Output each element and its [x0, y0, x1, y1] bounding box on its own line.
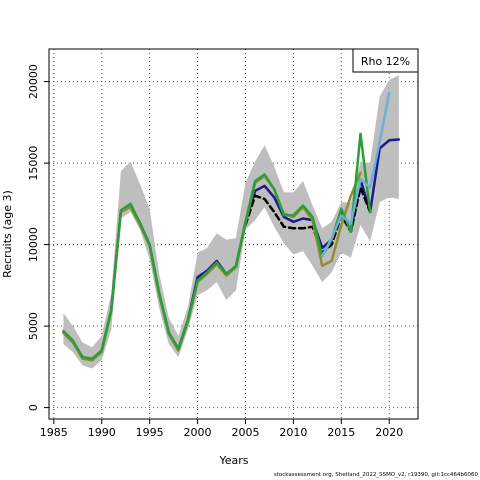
y-tick-label: 10000: [27, 227, 40, 262]
series-line-4: [320, 91, 391, 258]
legend-text: Rho 12%: [361, 55, 410, 68]
y-tick-label: 15000: [27, 146, 40, 181]
footer-text: stockassessment.org, Shetland_2022_SSMO_…: [274, 472, 479, 478]
y-axis: 0 5000 10000 15000 20000: [27, 64, 49, 411]
y-tick-label: 0: [27, 404, 40, 411]
x-axis-title: Years: [218, 454, 248, 467]
y-axis-title: Recruits (age 3): [1, 190, 14, 278]
x-tick-label: 1990: [88, 426, 116, 439]
x-axis: 1985 1990 1995 2000 2005 2010 2015 2020: [40, 419, 403, 439]
legend: Rho 12%: [352, 48, 419, 73]
series-line-3: [62, 132, 372, 360]
x-tick-label: 1995: [136, 426, 164, 439]
x-tick-label: 2005: [231, 426, 259, 439]
x-tick-label: 2000: [184, 426, 212, 439]
y-tick-label: 5000: [27, 312, 40, 340]
y-tick-label: 20000: [27, 64, 40, 99]
plot-frame: [48, 48, 419, 420]
x-tick-label: 2015: [327, 426, 355, 439]
confidence-band: [63, 75, 399, 369]
x-tick-label: 2020: [375, 426, 403, 439]
x-tick-label: 2010: [279, 426, 307, 439]
legend-box: [352, 48, 419, 73]
grid-lines: [49, 49, 418, 419]
x-tick-label: 1985: [40, 426, 68, 439]
series-lines: [62, 91, 401, 362]
confidence-band-area: [63, 75, 399, 369]
